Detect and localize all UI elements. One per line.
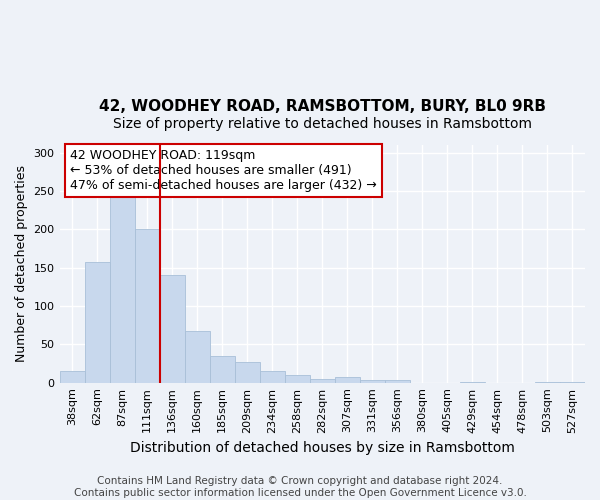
Bar <box>134 230 160 382</box>
Bar <box>360 380 385 382</box>
Bar <box>310 379 335 382</box>
Text: Contains HM Land Registry data © Crown copyright and database right 2024.
Contai: Contains HM Land Registry data © Crown c… <box>74 476 526 498</box>
Text: 42, WOODHEY ROAD, RAMSBOTTOM, BURY, BL0 9RB: 42, WOODHEY ROAD, RAMSBOTTOM, BURY, BL0 … <box>99 99 546 114</box>
X-axis label: Distribution of detached houses by size in Ramsbottom: Distribution of detached houses by size … <box>130 441 515 455</box>
Bar <box>385 380 410 382</box>
Bar <box>260 371 285 382</box>
Bar <box>235 362 260 382</box>
Bar <box>160 276 185 382</box>
Bar <box>110 197 134 382</box>
Bar <box>285 375 310 382</box>
Text: Size of property relative to detached houses in Ramsbottom: Size of property relative to detached ho… <box>113 117 532 131</box>
Bar <box>85 262 110 382</box>
Bar <box>209 356 235 382</box>
Bar <box>59 371 85 382</box>
Text: 42 WOODHEY ROAD: 119sqm
← 53% of detached houses are smaller (491)
47% of semi-d: 42 WOODHEY ROAD: 119sqm ← 53% of detache… <box>70 148 377 192</box>
Bar <box>335 378 360 382</box>
Y-axis label: Number of detached properties: Number of detached properties <box>15 166 28 362</box>
Bar <box>185 332 209 382</box>
